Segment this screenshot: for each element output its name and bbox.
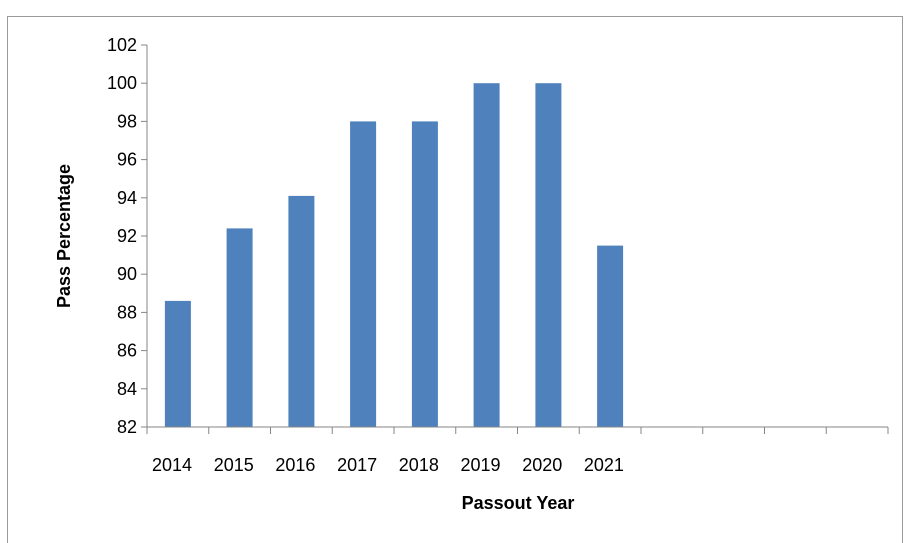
y-tick-label-88: 88 <box>117 302 137 322</box>
y-tick-label-102: 102 <box>107 35 137 55</box>
x-tick-label-2016: 2016 <box>275 455 315 475</box>
y-tick-label-92: 92 <box>117 226 137 246</box>
y-tick-label-90: 90 <box>117 264 137 284</box>
x-tick-label-2018: 2018 <box>399 455 439 475</box>
y-axis-title: Pass Percentage <box>54 164 74 308</box>
labels-group: 82 84 86 88 90 92 94 96 98 100 102 2014 2015 2016 2017… <box>107 35 624 475</box>
bar-2019 <box>473 83 500 427</box>
bar-2017 <box>350 121 377 428</box>
bars-group <box>164 83 624 428</box>
y-tick-label-84: 84 <box>117 379 137 399</box>
bar-2020 <box>535 83 562 427</box>
y-tick-label-86: 86 <box>117 341 137 361</box>
bar-2014 <box>164 300 191 427</box>
y-tick-label-100: 100 <box>107 73 137 93</box>
x-axis-title: Passout Year <box>462 493 575 513</box>
bar-2016 <box>288 195 315 427</box>
y-tick-label-96: 96 <box>117 150 137 170</box>
x-tick-label-2020: 2020 <box>522 455 562 475</box>
x-tick-label-2017: 2017 <box>337 455 377 475</box>
bar-2018 <box>411 121 438 428</box>
bar-2021 <box>597 245 624 427</box>
chart-frame <box>7 16 903 543</box>
x-tick-label-2021: 2021 <box>584 455 624 475</box>
y-tick-label-98: 98 <box>117 111 137 131</box>
bar-2015 <box>226 228 253 427</box>
x-tick-label-2015: 2015 <box>214 455 254 475</box>
y-tick-label-94: 94 <box>117 188 137 208</box>
x-tick-label-2014: 2014 <box>152 455 192 475</box>
axes-group <box>141 44 889 434</box>
y-tick-label-82: 82 <box>117 417 137 437</box>
x-tick-label-2019: 2019 <box>461 455 501 475</box>
